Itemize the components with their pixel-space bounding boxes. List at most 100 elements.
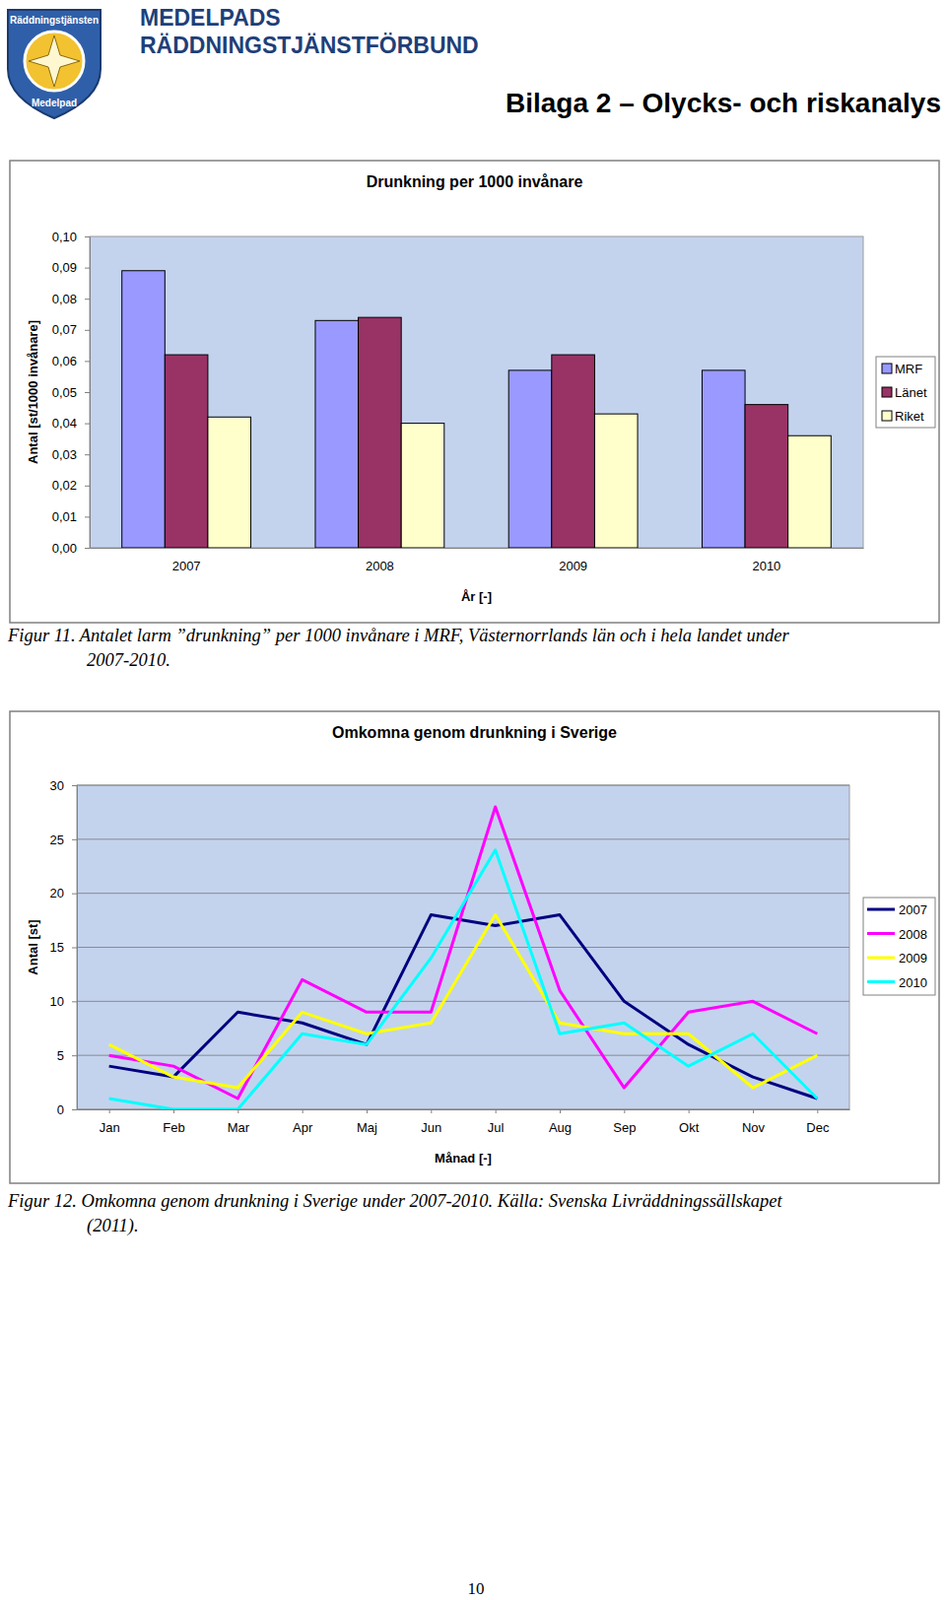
- tick: Mar: [227, 1109, 251, 1136]
- bar: [358, 317, 403, 548]
- bar: [701, 370, 745, 548]
- chart-frame: [9, 711, 940, 1184]
- tick: Jul: [487, 1109, 505, 1136]
- tick-mark: [84, 298, 90, 300]
- legend-label: MRF: [894, 361, 923, 377]
- tick-label: Apr: [292, 1120, 314, 1136]
- tick: 0,05: [52, 385, 90, 401]
- marks: [122, 270, 832, 548]
- caption: 2007-2010.: [86, 650, 171, 671]
- tick: 0,04: [52, 415, 90, 431]
- tick-mark: [71, 1001, 77, 1003]
- tick-label: 0,01: [52, 509, 77, 525]
- axis-title: År [-]: [461, 589, 492, 605]
- tick-label: Maj: [356, 1120, 378, 1136]
- tick: 10: [50, 994, 77, 1010]
- tick-mark: [84, 268, 90, 270]
- grid-line: [76, 946, 850, 948]
- tick-mark: [237, 1109, 239, 1114]
- tick: 0,03: [52, 447, 90, 463]
- tick-mark: [84, 423, 90, 425]
- bar: [551, 354, 596, 548]
- line: [109, 850, 818, 1110]
- tick: 0,07: [52, 322, 90, 338]
- tick-mark: [109, 1109, 111, 1114]
- axis: JanFebMarAprMajJunJulAugSepOktNovDec: [77, 1109, 851, 1136]
- axis: 051015202530: [50, 778, 78, 1118]
- header-org: RÄDDNINGSTJÄNSTFÖRBUND: [139, 32, 479, 59]
- legend-swatch: [881, 410, 892, 421]
- bar: [401, 423, 445, 548]
- legend-swatch: [867, 956, 895, 960]
- bar: [164, 354, 208, 548]
- legend-swatch: [867, 908, 895, 912]
- tick-label: Nov: [742, 1120, 766, 1136]
- tick: 0,02: [52, 477, 90, 493]
- caption: Figur 12. Omkomna genom drunkning i Sver…: [6, 1191, 784, 1212]
- logo: RäddningstjänstenMedelpad: [7, 9, 101, 119]
- tick-mark: [430, 1109, 432, 1114]
- tick-label: 0,07: [52, 322, 77, 338]
- grid-line: [76, 785, 850, 787]
- tick-mark: [84, 454, 90, 456]
- header-title: Bilaga 2 – Olycks- och riskanalys: [505, 87, 942, 119]
- tick: 5: [57, 1048, 77, 1064]
- tick-mark: [71, 839, 77, 841]
- tick-mark: [84, 360, 90, 362]
- line: [109, 915, 818, 1088]
- tick-mark: [84, 392, 90, 394]
- tick: 2008: [365, 547, 395, 574]
- axis-title: Månad [-]: [434, 1150, 492, 1166]
- tick: Apr: [292, 1109, 314, 1136]
- tick-label: Jun: [420, 1120, 442, 1136]
- tick-label: 25: [50, 831, 65, 847]
- tick-mark: [84, 330, 90, 332]
- tick: 0,10: [52, 229, 90, 245]
- tick: 2007: [172, 547, 202, 574]
- tick-label: 2009: [558, 558, 588, 574]
- tick-label: 0: [57, 1102, 65, 1118]
- legend: 2007200820092010: [863, 897, 936, 996]
- legend: MRFLänetRiket: [876, 356, 936, 428]
- tick-label: Jul: [487, 1120, 505, 1136]
- tick: 2010: [751, 547, 781, 574]
- tick-mark: [71, 1055, 77, 1057]
- tick-mark: [173, 1109, 175, 1114]
- plot-area: [76, 785, 850, 1110]
- tick-mark: [84, 485, 90, 487]
- tick-mark: [816, 1109, 818, 1114]
- tick-label: 0,03: [52, 447, 77, 463]
- axis-title: Antal [st]: [25, 919, 41, 975]
- tick-label: 2008: [365, 558, 395, 574]
- legend-swatch: [867, 932, 895, 936]
- logo-text: Medelpad: [31, 97, 77, 109]
- legend-label: 2010: [898, 975, 928, 991]
- tick-mark: [559, 1109, 561, 1114]
- marks: [109, 807, 818, 1110]
- axis-line: [77, 1109, 851, 1111]
- line: [109, 915, 818, 1099]
- legend-swatch: [867, 980, 895, 984]
- tick-label: 30: [50, 778, 65, 794]
- chart-title: Omkomna genom drunkning i Sverige: [332, 724, 617, 742]
- legend-frame: [876, 356, 936, 428]
- page: RäddningstjänstenMedelpadMEDELPADSRÄDDNI…: [0, 0, 946, 1600]
- tick-mark: [71, 785, 77, 787]
- bar: [508, 370, 552, 548]
- tick-label: Feb: [162, 1120, 185, 1136]
- bar: [122, 270, 166, 548]
- tick-label: 0,06: [52, 353, 77, 369]
- tick-mark: [71, 947, 77, 949]
- tick: Sep: [612, 1109, 636, 1136]
- tick: Feb: [162, 1109, 185, 1136]
- tick: Okt: [678, 1109, 700, 1136]
- legend-label: Riket: [894, 408, 925, 424]
- axis: 0,000,010,020,030,040,050,060,070,080,09…: [52, 229, 91, 556]
- tick-mark: [84, 236, 90, 238]
- tick-mark: [752, 1109, 754, 1114]
- tick-mark: [495, 1109, 497, 1114]
- axis-line: [89, 237, 91, 549]
- tick-label: 0,04: [52, 415, 77, 431]
- chart-frame: [9, 160, 940, 623]
- logo-shield: [7, 9, 101, 119]
